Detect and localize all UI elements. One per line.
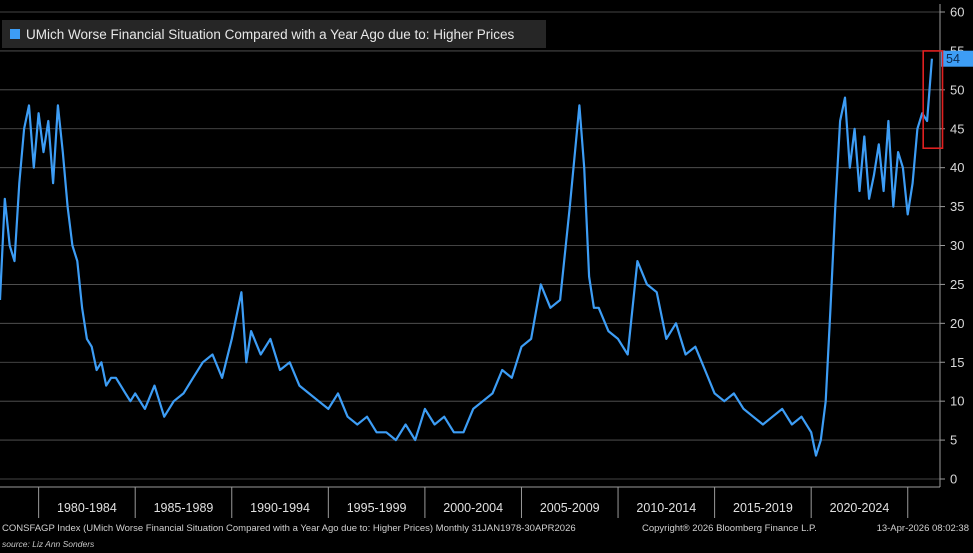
y-tick-label: 15	[950, 355, 964, 370]
last-value-label: 54	[946, 52, 960, 66]
footer-timestamp: 13-Apr-2026 08:02:38	[876, 523, 969, 534]
y-tick-label: 5	[950, 433, 957, 448]
legend-label: UMich Worse Financial Situation Compared…	[26, 26, 515, 42]
series-line	[0, 58, 933, 457]
gridlines	[0, 11, 940, 480]
footer-copyright: Copyright® 2026 Bloomberg Finance L.P.	[642, 523, 817, 534]
x-tick-label: 2020-2024	[830, 501, 890, 515]
source-note: source: Liz Ann Sonders	[2, 539, 95, 549]
x-tick-label: 2000-2004	[443, 501, 503, 515]
highlight-box	[922, 50, 944, 150]
y-tick-label: 0	[950, 472, 957, 487]
y-tick-label: 35	[950, 199, 964, 214]
y-axis: 051015202530354045505560	[939, 4, 964, 487]
y-tick-label: 10	[950, 394, 964, 409]
plot-area: 54	[0, 50, 973, 457]
legend: UMich Worse Financial Situation Compared…	[2, 20, 546, 48]
x-tick-label: 2015-2019	[733, 501, 793, 515]
x-axis: 1980-1984 1985-1989 1990-1994 1995-1999 2000…	[0, 486, 940, 518]
x-tick-label: 2005-2009	[540, 501, 600, 515]
y-tick-label: 50	[950, 82, 964, 97]
x-tick-label: 1985-1989	[154, 501, 214, 515]
footer-index-description: CONSFAGP Index (UMich Worse Financial Si…	[2, 523, 576, 534]
last-value-tag	[941, 50, 973, 67]
y-tick-label: 40	[950, 160, 964, 175]
y-tick-label: 45	[950, 121, 964, 136]
y-tick-label: 60	[950, 5, 964, 20]
x-tick-label: 1995-1999	[347, 501, 407, 515]
legend-swatch	[10, 29, 20, 39]
y-tick-label: 20	[950, 316, 964, 331]
x-tick-label: 2010-2014	[636, 501, 696, 515]
x-tick-label: 1990-1994	[250, 501, 310, 515]
y-tick-label: 30	[950, 238, 964, 253]
line-chart: 1980-1984 1985-1989 1990-1994 1995-1999 2000…	[0, 4, 973, 518]
x-tick-label: 1980-1984	[57, 501, 117, 515]
y-tick-label: 25	[950, 277, 964, 292]
